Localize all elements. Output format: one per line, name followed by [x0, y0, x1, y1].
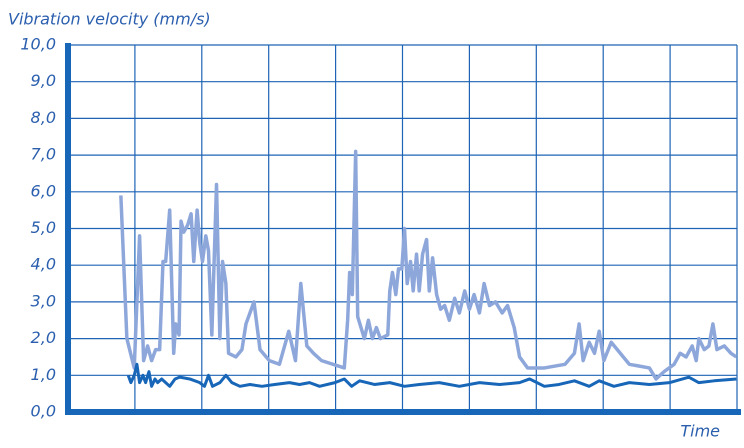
data-line: [119, 149, 738, 381]
y-tick-label: 5,0: [31, 218, 56, 237]
data-line: [126, 362, 737, 388]
y-tick-label: 0,0: [31, 402, 56, 421]
y-tick-label: 4,0: [31, 255, 56, 274]
y-tick-label: 10,0: [20, 35, 56, 54]
y-tick-label: 6,0: [31, 181, 56, 200]
y-tick-label: 9,0: [31, 71, 56, 90]
y-tick-label: 7,0: [31, 145, 56, 164]
y-tick-label: 2,0: [31, 328, 56, 347]
y-tick-label: 8,0: [31, 108, 56, 127]
chart-title: Vibration velocity (mm/s): [8, 10, 211, 29]
y-tick-label: 3,0: [31, 291, 56, 310]
y-tick-label: 1,0: [31, 365, 56, 384]
x-axis-label: Time: [680, 422, 720, 441]
